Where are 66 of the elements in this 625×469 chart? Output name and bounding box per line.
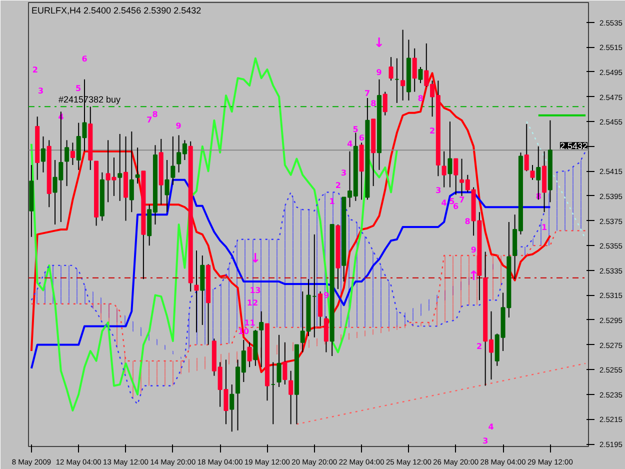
annotation: 9	[176, 121, 182, 130]
line-series	[296, 362, 586, 425]
candlestick	[530, 164, 535, 180]
ref-line-label: 2.5432	[560, 141, 588, 152]
annotation: 3	[340, 168, 347, 178]
candlestick	[418, 66, 423, 84]
candlestick	[64, 140, 70, 187]
annotation: 12	[246, 298, 258, 308]
annotation: 7	[459, 196, 465, 205]
annotation: ↑	[468, 268, 480, 284]
candlestick	[282, 342, 288, 385]
annotation: 6	[82, 54, 88, 64]
annotation: 9	[470, 245, 477, 254]
annotation: 8	[418, 94, 424, 103]
candlestick	[324, 316, 328, 353]
candlestick	[454, 158, 458, 196]
annotation: ↓	[374, 36, 385, 51]
annotation: 5	[76, 84, 82, 94]
annotation: 8	[152, 110, 158, 119]
annotation: 7	[364, 89, 370, 98]
candlestick	[388, 56, 394, 82]
annotation: 11	[244, 318, 256, 328]
annotation: 4	[441, 198, 448, 208]
candlestick	[40, 136, 46, 173]
candlestick	[412, 48, 417, 92]
annotation: 9	[376, 68, 382, 77]
candlestick	[230, 384, 234, 432]
candlestick	[129, 130, 134, 213]
line-series	[30, 57, 398, 412]
candlestick	[318, 290, 323, 327]
candlestick	[259, 310, 264, 368]
annotation: 3	[38, 86, 44, 96]
annotation: 4	[488, 422, 494, 432]
annotation: 1	[329, 196, 336, 206]
candlestick	[276, 334, 282, 388]
annotation: 3	[436, 186, 442, 195]
candlestick	[448, 121, 452, 188]
annotation: 3	[482, 436, 488, 446]
annotation: ↓	[250, 252, 261, 267]
candlestick	[382, 91, 388, 116]
annotation: 2	[32, 66, 38, 75]
candlestick	[164, 160, 170, 213]
candlestick	[70, 142, 75, 166]
candlestick	[442, 150, 446, 188]
annotation: 8	[464, 216, 471, 226]
line-series	[30, 178, 552, 370]
annotation: 13	[250, 286, 261, 296]
annotation: 1	[541, 222, 548, 232]
annotation: 7	[146, 115, 152, 124]
candlestick	[135, 147, 140, 184]
annotation: 4	[347, 140, 354, 149]
candlestick	[194, 250, 199, 333]
annotation: 2	[335, 180, 341, 190]
candlestick	[288, 370, 294, 425]
chart-title: EURLFX,H4 2.5400 2.5456 2.5390 2.5432	[32, 6, 202, 16]
annotation: 6	[358, 133, 365, 142]
annotation: 2	[476, 342, 482, 352]
candlestick	[247, 342, 252, 368]
annotation: 8	[370, 98, 377, 108]
annotation: 6	[452, 202, 459, 211]
candlestick	[400, 29, 406, 101]
candlestick	[524, 124, 529, 172]
candlestick	[170, 136, 176, 186]
candlestick	[118, 133, 122, 202]
annotation: 5	[352, 125, 359, 134]
annotation: 2	[429, 126, 436, 136]
